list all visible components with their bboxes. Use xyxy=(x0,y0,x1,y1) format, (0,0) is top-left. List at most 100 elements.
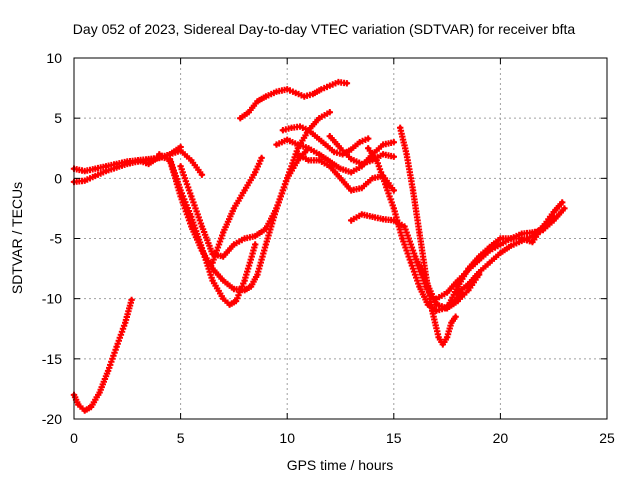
series-markers xyxy=(70,296,135,414)
data-point xyxy=(93,166,98,171)
data-point xyxy=(455,290,460,295)
series-arc-4 xyxy=(134,153,259,308)
data-point xyxy=(104,169,108,174)
data-point xyxy=(374,158,379,163)
data-point xyxy=(123,320,128,325)
data-point xyxy=(370,176,375,181)
series-arc-9 xyxy=(279,123,372,158)
data-point xyxy=(445,306,450,311)
data-point xyxy=(391,140,396,145)
data-point xyxy=(487,248,492,253)
data-point xyxy=(560,200,565,205)
x-tick-label: 25 xyxy=(599,430,615,446)
series-arc-8 xyxy=(237,78,351,122)
data-point xyxy=(349,157,354,162)
data-point xyxy=(398,125,403,130)
series-layer xyxy=(70,78,568,414)
data-point xyxy=(391,206,396,211)
data-point xyxy=(449,320,454,325)
data-point xyxy=(336,80,341,85)
data-point xyxy=(234,299,238,304)
data-point xyxy=(349,188,354,193)
data-point xyxy=(178,194,183,199)
data-point xyxy=(327,83,332,88)
series-markers xyxy=(134,153,259,308)
data-point xyxy=(114,344,119,349)
data-point xyxy=(391,154,396,159)
data-point xyxy=(430,308,435,313)
series-markers xyxy=(237,78,351,122)
data-point xyxy=(306,128,311,133)
data-point xyxy=(231,287,236,291)
data-point xyxy=(327,134,332,139)
data-point xyxy=(167,152,172,157)
data-point xyxy=(400,236,405,241)
data-point xyxy=(93,173,98,178)
data-point xyxy=(327,159,332,164)
data-point xyxy=(242,188,247,193)
data-point xyxy=(551,210,556,214)
data-point xyxy=(129,297,134,302)
x-axis-label: GPS time / hours xyxy=(287,457,394,473)
x-tick-label: 20 xyxy=(493,430,509,446)
data-point xyxy=(189,194,194,199)
data-point xyxy=(417,230,422,235)
series-arc-18 xyxy=(454,213,557,296)
data-point xyxy=(114,165,119,170)
data-point xyxy=(227,302,232,307)
data-point xyxy=(238,116,243,121)
data-point xyxy=(411,188,415,193)
data-point xyxy=(519,231,524,236)
data-point xyxy=(295,142,300,147)
data-point xyxy=(295,158,300,163)
series-arc-3 xyxy=(70,143,184,186)
data-point xyxy=(332,149,337,154)
data-point xyxy=(434,296,439,301)
data-point xyxy=(487,260,492,265)
data-point xyxy=(210,278,215,283)
data-point xyxy=(76,402,81,407)
data-point xyxy=(289,125,294,130)
data-point xyxy=(327,164,332,169)
data-point xyxy=(317,116,322,121)
series-arc-11 xyxy=(294,151,397,194)
data-point xyxy=(466,282,471,287)
x-tick-label: 10 xyxy=(279,430,295,446)
data-point xyxy=(293,90,298,95)
data-point xyxy=(295,152,300,157)
data-point xyxy=(306,146,311,151)
data-point xyxy=(89,405,94,409)
data-point xyxy=(417,284,422,289)
data-point xyxy=(381,152,386,157)
data-point xyxy=(178,164,183,169)
data-point xyxy=(319,87,324,92)
x-tick-label: 5 xyxy=(177,430,185,446)
data-point xyxy=(366,146,371,151)
data-point xyxy=(280,128,285,133)
data-point xyxy=(274,89,279,94)
data-point xyxy=(381,217,386,222)
y-tick-label: -10 xyxy=(42,291,62,307)
data-point xyxy=(221,254,226,259)
data-point xyxy=(210,266,215,271)
data-point xyxy=(349,218,354,223)
data-point xyxy=(82,408,87,413)
data-point xyxy=(246,110,251,115)
data-point xyxy=(274,206,279,211)
data-point xyxy=(146,161,151,166)
data-point xyxy=(323,142,328,147)
data-point xyxy=(436,335,441,340)
data-point xyxy=(338,176,343,181)
data-point xyxy=(551,214,556,219)
data-point xyxy=(455,278,460,283)
data-point xyxy=(477,258,482,263)
data-point xyxy=(530,234,535,239)
data-point xyxy=(359,212,364,217)
data-point xyxy=(498,242,503,247)
data-point xyxy=(82,169,87,174)
data-point xyxy=(302,94,307,99)
data-point xyxy=(383,182,388,187)
x-tick-label: 15 xyxy=(386,430,402,446)
data-point xyxy=(541,224,545,229)
